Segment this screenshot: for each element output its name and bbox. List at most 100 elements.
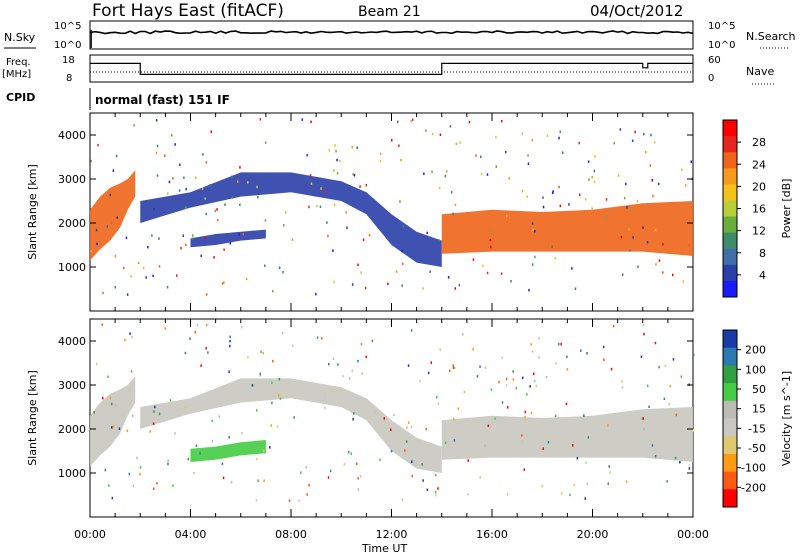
velocity-speckle (547, 441, 550, 444)
velocity-speckle (172, 484, 174, 487)
velocity-speckle (126, 429, 129, 433)
freq-bottom: 8 (66, 73, 72, 84)
power-speckle (309, 174, 312, 177)
power-speckle (411, 118, 414, 121)
power-speckle (209, 184, 211, 187)
velocity-speckle (357, 488, 360, 491)
velocity-speckle (674, 456, 677, 460)
velocity-colorbar: 200 100 50 15 -15 -50 -100 -200 Velocity [m s^-1… (722, 329, 793, 508)
velocity-speckle (680, 375, 683, 378)
velocity-speckle (585, 461, 587, 464)
nsky-series (89, 30, 694, 35)
velocity-speckle (641, 417, 644, 420)
velocity-speckle (560, 342, 562, 346)
velocity-speckle (444, 441, 447, 444)
velocity-speckle (257, 479, 259, 482)
power-speckle (552, 190, 554, 193)
velocity-speckle (270, 424, 273, 427)
velocity-speckle (308, 483, 310, 487)
power-speckle (179, 163, 181, 166)
power-speckle (185, 206, 187, 209)
velocity-speckle (533, 372, 535, 375)
velocity-speckle (189, 337, 191, 340)
velocity-speckle (351, 369, 354, 372)
power-speckle (123, 266, 125, 270)
power-speckle (626, 206, 628, 209)
power-speckle (472, 258, 475, 261)
power-speckle (429, 270, 431, 273)
power-speckle (242, 233, 244, 236)
velocity-speckle (269, 446, 271, 449)
velocity-speckle (625, 480, 628, 483)
power-speckle (195, 176, 197, 179)
velocity-speckle (526, 393, 528, 396)
velocity-speckle (566, 355, 568, 358)
power-speckle (142, 266, 145, 270)
colorbar-swatch (723, 418, 737, 437)
power-speckle (527, 154, 529, 157)
power-speckle (455, 142, 458, 146)
power-speckle (114, 255, 117, 258)
velocity-speckle (566, 368, 569, 371)
velocity-ylabel: Slant Range [km] (26, 370, 39, 466)
power-speckle (328, 149, 331, 152)
colorbar-swatch (723, 152, 737, 169)
power-speckle (333, 169, 335, 172)
power-speckle (620, 235, 623, 239)
power-speckle (133, 124, 135, 127)
velocity-speckle (139, 466, 142, 469)
velocity-speckle (498, 380, 500, 384)
velocity-echo-band (441, 407, 693, 462)
power-speckle (174, 143, 176, 146)
power-speckle (130, 275, 132, 278)
power-speckle (192, 234, 194, 237)
velocity-speckle (421, 463, 423, 466)
velocity-speckle (156, 482, 158, 485)
station-title: Fort Hays East (fitACF) (92, 1, 284, 21)
velocity-speckle (93, 411, 95, 414)
colorbar-swatch (723, 347, 737, 366)
velocity-speckle (435, 473, 437, 477)
velocity-speckle (654, 455, 657, 458)
velocity-speckle (129, 332, 131, 335)
velocity-speckle (353, 412, 355, 415)
power-speckle (454, 287, 456, 290)
power-speckle (399, 200, 401, 203)
power-speckle (578, 141, 580, 145)
power-speckle (351, 283, 354, 286)
velocity-speckle (535, 384, 538, 388)
power-speckle (362, 238, 365, 241)
velocity-speckle (324, 406, 326, 410)
velocity-speckle (565, 402, 568, 406)
colorbar-tick-label: 4 (759, 269, 766, 282)
colorbar-swatch (723, 365, 737, 384)
power-speckle (468, 120, 471, 124)
velocity-speckle (658, 365, 660, 369)
velocity-speckle (278, 377, 281, 381)
velocity-speckle (572, 444, 574, 447)
velocity-speckle (356, 462, 358, 465)
velocity-speckle (271, 401, 273, 405)
power-speckle (205, 212, 207, 216)
power-speckle (562, 151, 564, 154)
power-speckle (336, 172, 339, 175)
velocity-speckle (108, 484, 110, 487)
velocity-speckle (407, 364, 410, 367)
velocity-speckle (521, 434, 523, 437)
power-speckle (283, 224, 285, 227)
velocity-ytick-label: 1000 (58, 467, 86, 480)
velocity-speckle (479, 365, 481, 368)
power-speckle (637, 265, 639, 268)
time-tick-label: 12:00 (376, 528, 408, 541)
velocity-speckle (331, 389, 334, 392)
velocity-speckle (406, 426, 408, 429)
power-speckle (332, 249, 334, 252)
power-ytick-label: 3000 (58, 173, 86, 186)
freq-line (90, 62, 693, 76)
power-speckle (398, 144, 400, 147)
colorbar-swatch (723, 400, 737, 419)
velocity-speckle (256, 457, 258, 461)
velocity-speckle (688, 467, 691, 470)
power-speckle (147, 245, 149, 249)
velocity-speckle (111, 496, 114, 500)
